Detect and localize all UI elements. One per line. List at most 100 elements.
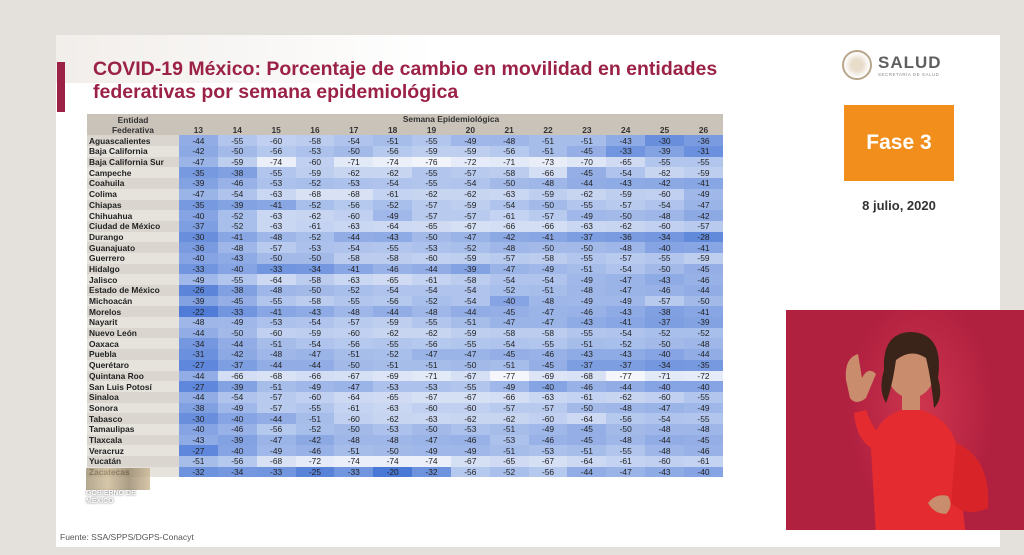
- mobility-value: -56: [334, 338, 374, 350]
- mobility-value: -41: [217, 231, 257, 243]
- mobility-value: -41: [683, 242, 723, 253]
- mobility-value: -59: [412, 146, 451, 157]
- mobility-value: -51: [489, 445, 529, 456]
- week-15-header: 15: [256, 124, 296, 136]
- mobility-value: -53: [295, 242, 335, 253]
- table-row: Ciudad de México -37 -52 -63 -61 -63 -64 -65 -67…: [87, 220, 723, 232]
- mobility-value: -76: [412, 156, 451, 168]
- mobility-value: -74: [412, 456, 451, 467]
- mobility-value: -38: [645, 306, 684, 318]
- mobility-value: -61: [412, 274, 451, 285]
- mobility-value: -33: [217, 306, 257, 318]
- table-row: Nuevo León -44 -50 -60 -59 -60 -62 -62 -59 -58 -58…: [87, 327, 723, 339]
- mobility-value: -47: [179, 188, 218, 200]
- mobility-value: -71: [334, 156, 374, 168]
- mobility-value: -62: [373, 167, 413, 179]
- mobility-value: -65: [606, 156, 646, 168]
- mobility-value: -58: [334, 252, 374, 264]
- mobility-value: -51: [256, 381, 296, 392]
- mobility-value: -56: [450, 466, 490, 478]
- entity-name: Estado de México: [87, 285, 179, 296]
- mobility-value: -54: [373, 178, 413, 189]
- mobility-value: -62: [334, 167, 374, 179]
- mobility-value: -60: [450, 402, 490, 414]
- mobility-value: -52: [683, 327, 723, 339]
- mobility-value: -43: [606, 349, 646, 360]
- mobility-value: -49: [606, 295, 646, 307]
- entity-name: Quintana Roo: [87, 370, 179, 382]
- mobility-value: -64: [567, 413, 607, 424]
- mobility-value: -49: [217, 402, 257, 414]
- mobility-value: -44: [373, 306, 413, 318]
- mobility-value: -56: [489, 146, 529, 157]
- mobility-value: -58: [489, 327, 529, 339]
- mobility-value: -62: [373, 327, 413, 339]
- entity-header: Entidad Federativa: [87, 114, 179, 136]
- table-body: Aguascalientes -44 -55 -60 -58 -54 -51 -55 -49 -4…: [87, 135, 723, 478]
- mobility-value: -60: [645, 391, 684, 403]
- mobility-value: -52: [295, 178, 335, 189]
- mobility-value: -48: [334, 434, 374, 446]
- mobility-value: -58: [295, 274, 335, 285]
- mobility-value: -45: [217, 295, 257, 307]
- mobility-value: -41: [683, 306, 723, 318]
- mobility-value: -33: [334, 466, 374, 478]
- entity-name: Ciudad de México: [87, 220, 179, 232]
- table-row: Quintana Roo -44 -66 -68 -66 -67 -69 -71 -67 -77-…: [87, 370, 723, 382]
- mobility-value: -44: [179, 370, 218, 382]
- mobility-value: -65: [373, 274, 413, 285]
- mobility-value: -38: [217, 285, 257, 296]
- seal-icon: [842, 50, 872, 80]
- week-13-header: 13: [179, 124, 218, 136]
- mobility-value: -44: [334, 231, 374, 243]
- mobility-value: -44: [683, 349, 723, 360]
- mobility-value: -39: [217, 381, 257, 392]
- mobility-value: -62: [489, 413, 529, 424]
- mobility-value: -44: [645, 434, 684, 446]
- mobility-value: -61: [683, 456, 723, 467]
- table-row: Hidalgo -33 -40 -33 -34 -41 -46 -44 -39 -47 -49 -51…: [87, 263, 723, 275]
- mobility-value: -50: [295, 285, 335, 296]
- mobility-value: -40: [683, 466, 723, 478]
- mobility-value: -52: [217, 220, 257, 232]
- mobility-value: -51: [412, 359, 451, 371]
- mobility-value: -43: [567, 349, 607, 360]
- mobility-value: -55: [373, 242, 413, 253]
- mobility-value: -57: [683, 220, 723, 232]
- mobility-value: -27: [179, 445, 218, 456]
- mobility-value: -46: [450, 434, 490, 446]
- mobility-value: -55: [412, 178, 451, 189]
- mobility-value: -55: [373, 338, 413, 350]
- mobility-value: -63: [489, 188, 529, 200]
- mobility-value: -51: [179, 456, 218, 467]
- entity-name: Sonora: [87, 402, 179, 414]
- entity-name: Nuevo León: [87, 327, 179, 339]
- mobility-value: -50: [645, 338, 684, 350]
- mobility-value: -68: [334, 188, 374, 200]
- mobility-value: -59: [450, 146, 490, 157]
- mobility-value: -44: [450, 306, 490, 318]
- entity-name: Chihuahua: [87, 210, 179, 221]
- mobility-value: -63: [256, 210, 296, 221]
- mobility-value: -35: [179, 167, 218, 179]
- mobility-value: -34: [645, 231, 684, 243]
- mobility-value: -40: [645, 349, 684, 360]
- mobility-value: -51: [373, 359, 413, 371]
- sign-language-video: [786, 310, 1024, 530]
- mobility-value: -46: [683, 445, 723, 456]
- mobility-value: -56: [256, 423, 296, 435]
- table-row: Yucatán -51 -56 -68 -72 -74 -74 -74 -67 -65 -67 -64…: [87, 456, 723, 467]
- mobility-value: -66: [528, 167, 568, 179]
- mobility-value: -62: [567, 188, 607, 200]
- mobility-value: -56: [606, 413, 646, 424]
- mobility-value: -49: [256, 445, 296, 456]
- mobility-value: -40: [179, 210, 218, 221]
- mobility-value: -64: [373, 220, 413, 232]
- mobility-value: -52: [373, 349, 413, 360]
- mobility-value: -40: [645, 381, 684, 392]
- mobility-value: -67: [450, 220, 490, 232]
- mobility-value: -40: [217, 445, 257, 456]
- mobility-value: -43: [295, 306, 335, 318]
- mobility-value: -47: [645, 402, 684, 414]
- mobility-value: -59: [295, 327, 335, 339]
